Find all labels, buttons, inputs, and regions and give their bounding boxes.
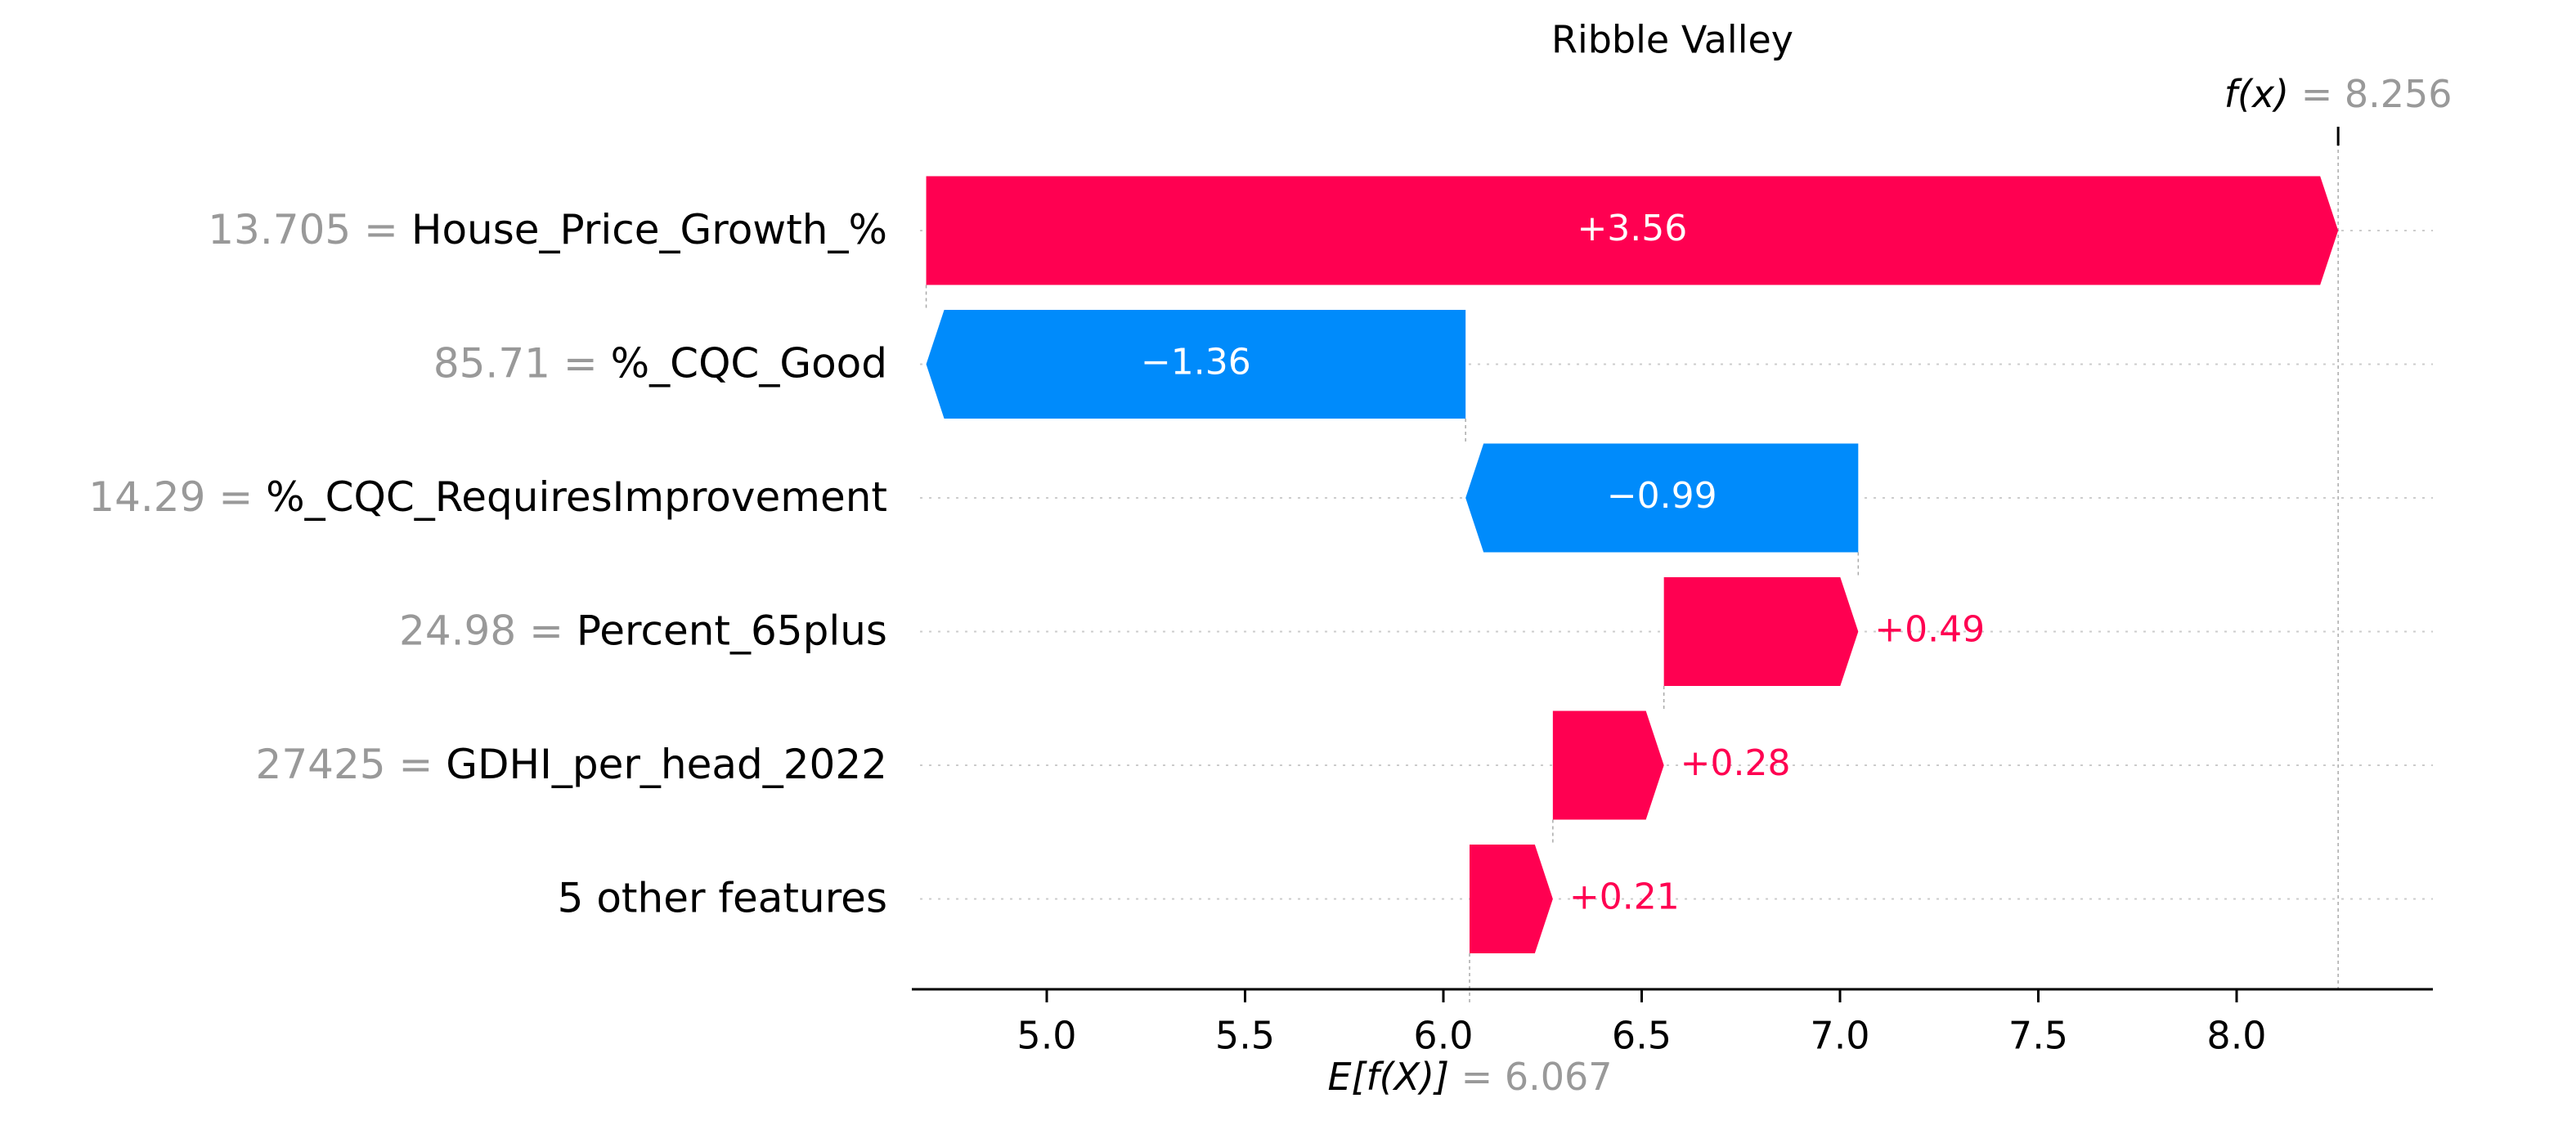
feature-labels: +3.56 13.705 = House_Price_Growth_% −1.36 8… [88,206,1985,922]
x-tick-label: 7.5 [2008,1014,2068,1058]
feature-name: Percent_65plus [577,607,887,654]
feature-name: 5 other features [558,874,887,921]
connector-lines [925,143,2339,1006]
feature-label: 13.705 = House_Price_Growth_% [208,206,887,253]
contribution-bar [926,310,1466,419]
x-tick-label: 5.0 [1016,1014,1076,1058]
feature-label: 14.29 = %_CQC_RequiresImprovement [88,473,887,521]
output-value-name: f(x) [2224,72,2301,116]
feature-name: %_CQC_RequiresImprovement [266,473,887,521]
output-value-label: f(x) = 8.256 [2224,72,2453,116]
feature-label: 24.98 = Percent_65plus [399,607,887,654]
x-axis: 5.0 5.5 6.0 6.5 7.0 7.5 8.0 [912,988,2433,1058]
x-tick-label: 5.5 [1215,1014,1275,1058]
contribution-bar [1465,443,1859,553]
feature-value: 27425 = [256,741,447,788]
contribution-label: +0.21 [1569,876,1680,918]
value-markers: f(x) = 8.256 E[f(X)] = 6.067 [1327,72,2452,1099]
feature-value: 85.71 = [433,339,611,387]
feature-value: 24.98 = [399,607,577,654]
contribution-bars [926,176,2339,953]
base-value-name: E[f(X)] [1327,1055,1461,1099]
contribution-bar [1470,845,1553,953]
base-value-label: E[f(X)] = 6.067 [1327,1055,1612,1099]
contribution-label: +0.49 [1874,609,1985,651]
feature-name: GDHI_per_head_2022 [446,741,887,788]
base-value: = 6.067 [1461,1055,1613,1099]
x-tick-label: 8.0 [2206,1014,2266,1058]
contribution-label: −1.36 [1141,342,1251,383]
contribution-bar [1663,577,1859,686]
feature-value: 14.29 = [88,473,266,521]
feature-value: 13.705 = [208,206,411,253]
feature-name: %_CQC_Good [611,339,887,387]
x-tick-label: 7.0 [1810,1014,1869,1058]
contribution-bar [926,176,2339,285]
contribution-bar [1552,710,1664,820]
feature-name: House_Price_Growth_% [411,206,887,253]
feature-label: 5 other features [558,874,887,921]
feature-label: 27425 = GDHI_per_head_2022 [256,741,887,788]
chart-title: Ribble Valley [1551,18,1793,62]
contribution-label: +0.28 [1681,742,1791,784]
feature-label: 85.71 = %_CQC_Good [433,339,887,387]
output-value: = 8.256 [2301,72,2453,116]
contribution-label: −0.99 [1607,475,1717,517]
contribution-label: +3.56 [1577,208,1687,249]
x-tick-label: 6.5 [1612,1014,1672,1058]
x-tick-label: 6.0 [1413,1014,1473,1058]
